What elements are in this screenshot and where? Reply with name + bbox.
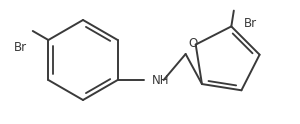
- Text: NH: NH: [152, 75, 169, 88]
- Text: Br: Br: [14, 41, 27, 54]
- Text: O: O: [188, 37, 197, 50]
- Text: Br: Br: [244, 17, 257, 30]
